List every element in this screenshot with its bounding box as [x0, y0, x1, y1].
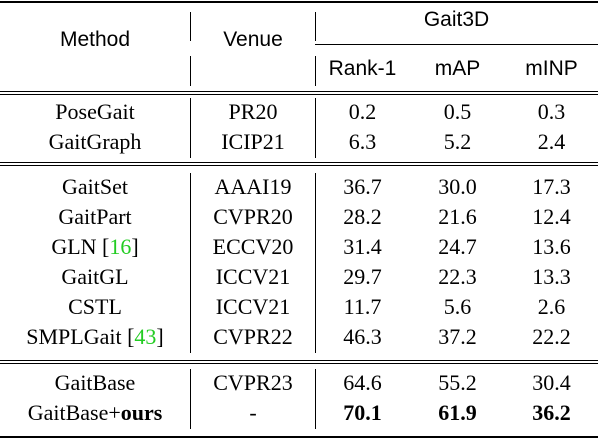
rank1-cell: 6.3 [348, 129, 377, 154]
method-name: PoseGait [55, 99, 135, 124]
group-rule-1 [0, 162, 598, 163]
header-vline-1 [190, 12, 191, 41]
minp-cell: 12.4 [532, 204, 571, 229]
map-cell: 21.6 [438, 204, 477, 229]
venue-cell: PR20 [228, 99, 278, 124]
method-name: GLN [51, 234, 97, 259]
map-cell: 22.3 [438, 264, 477, 289]
group-rule-2 [0, 360, 598, 361]
map-cell: 37.2 [438, 324, 477, 349]
method-cell: GaitGraph [0, 128, 190, 156]
method-cell: GLN [16] [51, 234, 139, 259]
method-cell: GaitGL [0, 263, 190, 291]
minp-header: mINP [525, 57, 578, 80]
header-vline-2 [315, 12, 316, 41]
rank1-cell: 29.7 [343, 264, 382, 289]
map-cell: 0.5 [443, 99, 472, 124]
method-name: GaitSet [62, 174, 128, 199]
rank1-cell: 11.7 [343, 294, 382, 319]
group-rule-2b [0, 363, 598, 364]
rank1-cell: 64.6 [343, 370, 382, 395]
venue-cell: AAAI19 [214, 174, 292, 199]
group-vline-venue-0 [315, 98, 316, 158]
method-name: CSTL [68, 294, 122, 319]
venue-cell: ICCV21 [215, 294, 291, 319]
venue-cell: ICCV21 [215, 264, 291, 289]
rank1-cell: 31.4 [343, 234, 382, 259]
rank1-cell: 46.3 [343, 324, 382, 349]
minp-cell: 36.2 [532, 400, 571, 425]
method-name: SMPLGait [26, 324, 122, 349]
rank1-cell: 0.2 [348, 99, 377, 124]
rank1-cell: 28.2 [343, 204, 382, 229]
method-name: GaitBase+ [27, 400, 121, 425]
group-rule-1b [0, 165, 598, 166]
header-vline-3 [190, 56, 191, 86]
venue-cell: - [249, 400, 257, 425]
venue-cell: CVPR20 [213, 204, 293, 229]
map-cell: 61.9 [438, 400, 477, 425]
method-cell: PoseGait [0, 98, 190, 126]
header-rule-2 [0, 94, 598, 95]
minp-cell: 2.6 [537, 294, 566, 319]
header-rule [0, 91, 598, 92]
group-vline-method-0 [190, 98, 191, 158]
method-name: GaitGraph [48, 129, 142, 154]
method-cell: CSTL [0, 293, 190, 321]
method-header: Method [59, 28, 131, 51]
minp-cell: 17.3 [532, 174, 571, 199]
method-name: GaitBase [54, 370, 136, 395]
method-name-bold: ours [120, 400, 163, 425]
minp-cell: 30.4 [532, 370, 571, 395]
header-vline-4 [315, 56, 316, 86]
venue-cell: ECCV20 [212, 234, 294, 259]
map-cell: 5.6 [443, 294, 472, 319]
venue-cell: ICIP21 [221, 129, 285, 154]
minp-cell: 22.2 [532, 324, 571, 349]
map-header: mAP [434, 57, 481, 80]
venue-cell: CVPR22 [213, 324, 293, 349]
venue-header: Venue [223, 28, 283, 51]
venue-cell: CVPR23 [213, 370, 293, 395]
map-cell: 24.7 [438, 234, 477, 259]
map-cell: 30.0 [438, 174, 477, 199]
citation-link[interactable]: 43 [134, 324, 157, 349]
method-name: GaitPart [58, 204, 132, 229]
minp-cell: 0.3 [537, 99, 566, 124]
minp-cell: 13.3 [532, 264, 571, 289]
method-cell: SMPLGait [43] [26, 324, 164, 349]
minp-cell: 13.6 [532, 234, 571, 259]
rank1-header: Rank-1 [328, 57, 397, 80]
method-cell: GaitPart [0, 203, 190, 231]
gait3d-header: Gait3D [423, 8, 490, 31]
minp-cell: 2.4 [537, 129, 566, 154]
group-vline-method-2 [190, 369, 191, 429]
group-vline-venue-2 [315, 369, 316, 429]
method-cell: GaitSet [0, 173, 190, 201]
citation-link[interactable]: 16 [109, 234, 132, 259]
bottom-rule [0, 436, 598, 438]
rank1-cell: 36.7 [343, 174, 382, 199]
rank1-cell: 70.1 [343, 400, 382, 425]
map-cell: 55.2 [438, 370, 477, 395]
top-rule [0, 1, 598, 3]
method-name: GaitGL [61, 264, 129, 289]
gait3d-underline [315, 44, 598, 45]
group-vline-method-1 [190, 173, 191, 353]
group-vline-venue-1 [315, 173, 316, 353]
method-cell: GaitBase+ours [0, 399, 190, 427]
method-cell: GaitBase [0, 369, 190, 397]
map-cell: 5.2 [443, 129, 472, 154]
